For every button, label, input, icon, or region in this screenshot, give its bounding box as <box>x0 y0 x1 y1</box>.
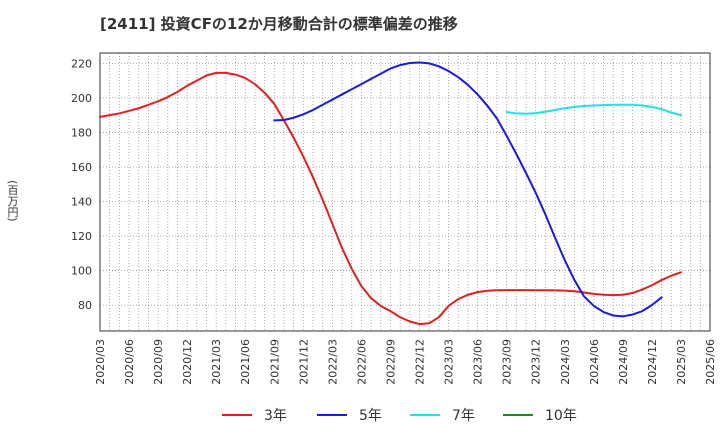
legend-label-4: 10年 <box>545 408 577 424</box>
legend-label-3: 7年 <box>452 408 475 424</box>
series-line-1 <box>99 71 682 326</box>
x-tick-label: 2020/03 <box>94 339 107 385</box>
legend-label-1: 3年 <box>264 408 287 424</box>
plot-area <box>100 53 710 331</box>
x-tick-label: 2025/06 <box>704 339 717 385</box>
x-tick-label: 2023/09 <box>501 339 514 385</box>
x-tick-label: 2021/09 <box>268 339 281 385</box>
x-tick-label: 2023/03 <box>443 339 456 385</box>
x-tick-label: 2024/06 <box>588 339 601 385</box>
y-tick-label: 80 <box>78 299 92 312</box>
x-tick-label: 2024/12 <box>646 339 659 385</box>
x-tick-label: 2021/03 <box>210 339 223 385</box>
x-tick-label: 2023/06 <box>472 339 485 385</box>
x-tick-label: 2024/03 <box>559 339 572 385</box>
chart-title: [2411] 投資CFの12か月移動合計の標準偏差の推移 <box>100 15 458 33</box>
y-tick-label: 160 <box>71 161 92 174</box>
x-tick-label: 2024/09 <box>617 339 630 385</box>
y-axis-label: (百万円) <box>6 180 19 222</box>
grid <box>100 53 710 331</box>
x-tick-label: 2022/03 <box>326 339 339 385</box>
y-tick-label: 100 <box>71 265 92 278</box>
series-line-2 <box>273 61 663 318</box>
x-tick-label: 2020/09 <box>152 339 165 385</box>
x-tick-label: 2021/12 <box>297 339 310 385</box>
x-tick-label: 2022/06 <box>355 339 368 385</box>
x-tick-label: 2022/12 <box>414 339 427 385</box>
y-tick-label: 140 <box>71 195 92 208</box>
x-tick-label: 2022/09 <box>384 339 397 385</box>
x-tick-label: 2020/12 <box>181 339 194 385</box>
y-tick-label: 120 <box>71 230 92 243</box>
y-tick-label: 200 <box>71 92 92 105</box>
legend-label-2: 5年 <box>359 408 382 424</box>
plot-frame <box>99 52 711 332</box>
x-tick-label: 2025/03 <box>675 339 688 385</box>
y-tick-label: 220 <box>71 57 92 70</box>
x-tick-label: 2021/06 <box>239 339 252 385</box>
y-tick-label: 180 <box>71 126 92 139</box>
x-tick-label: 2020/06 <box>123 339 136 385</box>
x-tick-label: 2023/12 <box>530 339 543 385</box>
series-line-3 <box>505 103 682 117</box>
